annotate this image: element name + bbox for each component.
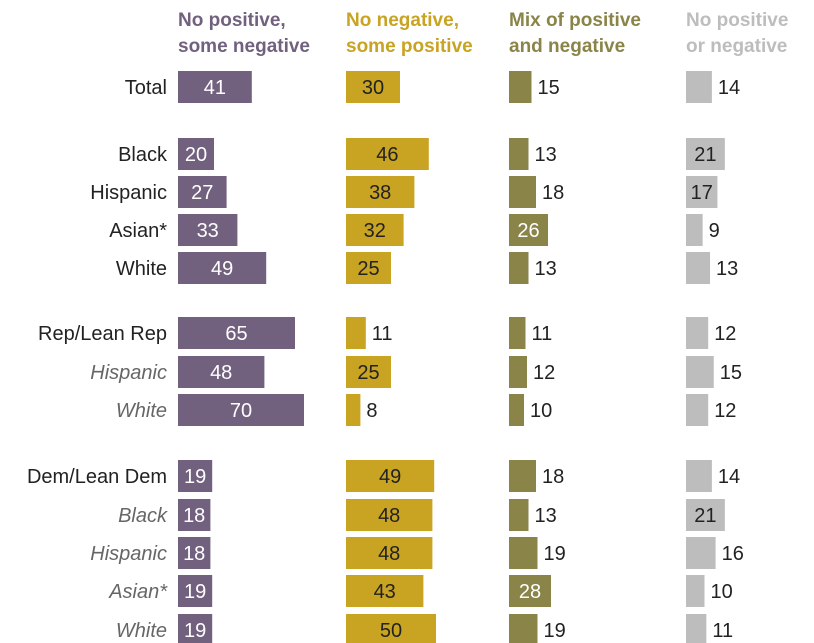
data-label-nn_sp: 48 bbox=[378, 543, 400, 565]
column-header-none-line-1: No positive bbox=[686, 10, 788, 31]
data-label-np_sn: 27 bbox=[191, 182, 213, 204]
column-header-np_sn-line-2: some negative bbox=[178, 36, 310, 57]
data-label-nn_sp: 38 bbox=[369, 182, 391, 204]
row-label: Rep/Lean Rep bbox=[38, 323, 167, 345]
bar-mix bbox=[509, 614, 538, 643]
data-label-nn_sp: 32 bbox=[364, 220, 386, 242]
bar-none bbox=[686, 460, 712, 492]
data-label-np_sn: 19 bbox=[184, 466, 206, 488]
bar-none bbox=[686, 575, 705, 607]
data-label-mix: 10 bbox=[530, 400, 552, 422]
data-label-np_sn: 70 bbox=[230, 400, 252, 422]
bar-mix bbox=[509, 537, 538, 569]
data-label-np_sn: 41 bbox=[204, 77, 226, 99]
row-label: White bbox=[116, 620, 167, 642]
row-label: Hispanic bbox=[90, 362, 167, 384]
data-label-none: 11 bbox=[712, 620, 733, 642]
data-label-np_sn: 19 bbox=[184, 620, 206, 642]
data-label-none: 13 bbox=[716, 258, 738, 280]
column-header-np_sn-line-1: No positive, bbox=[178, 10, 286, 31]
bar-none bbox=[686, 614, 706, 643]
column-header-nn_sp-line-2: some positive bbox=[346, 36, 473, 57]
bar-mix bbox=[509, 394, 524, 426]
bar-nn_sp bbox=[346, 317, 366, 349]
data-label-none: 21 bbox=[694, 505, 716, 527]
data-label-none: 15 bbox=[720, 362, 742, 384]
data-label-mix: 26 bbox=[517, 220, 539, 242]
data-label-none: 12 bbox=[714, 323, 736, 345]
data-label-none: 12 bbox=[714, 400, 736, 422]
data-label-np_sn: 33 bbox=[197, 220, 219, 242]
data-label-nn_sp: 49 bbox=[379, 466, 401, 488]
row-label: Asian* bbox=[109, 220, 167, 242]
data-label-nn_sp: 8 bbox=[366, 400, 377, 422]
bar-mix bbox=[509, 460, 536, 492]
data-label-np_sn: 65 bbox=[225, 323, 247, 345]
column-header-nn_sp-line-1: No negative, bbox=[346, 10, 459, 31]
bar-mix bbox=[509, 138, 529, 170]
data-label-mix: 15 bbox=[538, 77, 560, 99]
row-label: Black bbox=[118, 144, 168, 166]
data-label-nn_sp: 11 bbox=[372, 323, 393, 345]
row-label: Asian* bbox=[108, 581, 168, 603]
data-label-nn_sp: 46 bbox=[376, 144, 398, 166]
row-label: Dem/Lean Dem bbox=[27, 466, 167, 488]
data-label-mix: 13 bbox=[535, 505, 557, 527]
data-label-none: 14 bbox=[718, 466, 740, 488]
data-label-nn_sp: 25 bbox=[357, 362, 379, 384]
data-label-none: 14 bbox=[718, 77, 740, 99]
bar-none bbox=[686, 214, 703, 246]
row-label: Hispanic bbox=[90, 543, 167, 565]
bar-mix bbox=[509, 252, 529, 284]
column-header-none-line-2: or negative bbox=[686, 36, 787, 57]
data-label-nn_sp: 50 bbox=[380, 620, 402, 642]
data-label-mix: 28 bbox=[519, 581, 541, 603]
data-label-nn_sp: 30 bbox=[362, 77, 384, 99]
data-label-mix: 12 bbox=[533, 362, 555, 384]
data-label-mix: 19 bbox=[544, 620, 566, 642]
data-label-mix: 13 bbox=[535, 258, 557, 280]
data-label-np_sn: 49 bbox=[211, 258, 233, 280]
data-label-none: 21 bbox=[694, 144, 716, 166]
data-label-np_sn: 18 bbox=[183, 505, 205, 527]
data-label-mix: 18 bbox=[542, 466, 564, 488]
bar-mix bbox=[509, 317, 526, 349]
bar-nn_sp bbox=[346, 394, 360, 426]
data-label-nn_sp: 43 bbox=[374, 581, 396, 603]
bar-none bbox=[686, 252, 710, 284]
bar-mix bbox=[509, 356, 527, 388]
row-label: White bbox=[116, 400, 167, 422]
bar-mix bbox=[509, 176, 536, 208]
data-label-np_sn: 48 bbox=[210, 362, 232, 384]
bar-mix bbox=[509, 499, 529, 531]
data-label-nn_sp: 25 bbox=[357, 258, 379, 280]
row-label: Hispanic bbox=[90, 182, 167, 204]
row-label: White bbox=[116, 258, 167, 280]
data-label-none: 9 bbox=[709, 220, 720, 242]
data-label-nn_sp: 48 bbox=[378, 505, 400, 527]
data-label-none: 16 bbox=[722, 543, 744, 565]
bar-none bbox=[686, 537, 716, 569]
bar-mix bbox=[509, 71, 532, 103]
data-label-mix: 13 bbox=[535, 144, 557, 166]
data-label-mix: 19 bbox=[544, 543, 566, 565]
row-label: Black bbox=[118, 505, 168, 527]
data-label-mix: 18 bbox=[542, 182, 564, 204]
bar-none bbox=[686, 356, 714, 388]
data-label-np_sn: 18 bbox=[183, 543, 205, 565]
data-label-np_sn: 19 bbox=[184, 581, 206, 603]
row-label: Total bbox=[125, 77, 167, 99]
bar-none bbox=[686, 317, 708, 349]
column-header-mix-line-1: Mix of positive bbox=[509, 10, 641, 31]
data-label-none: 10 bbox=[711, 581, 733, 603]
bar-none bbox=[686, 394, 708, 426]
data-label-np_sn: 20 bbox=[185, 144, 207, 166]
data-label-none: 17 bbox=[691, 182, 713, 204]
column-header-mix-line-2: and negative bbox=[509, 36, 625, 57]
data-label-mix: 11 bbox=[532, 323, 553, 345]
bar-none bbox=[686, 71, 712, 103]
